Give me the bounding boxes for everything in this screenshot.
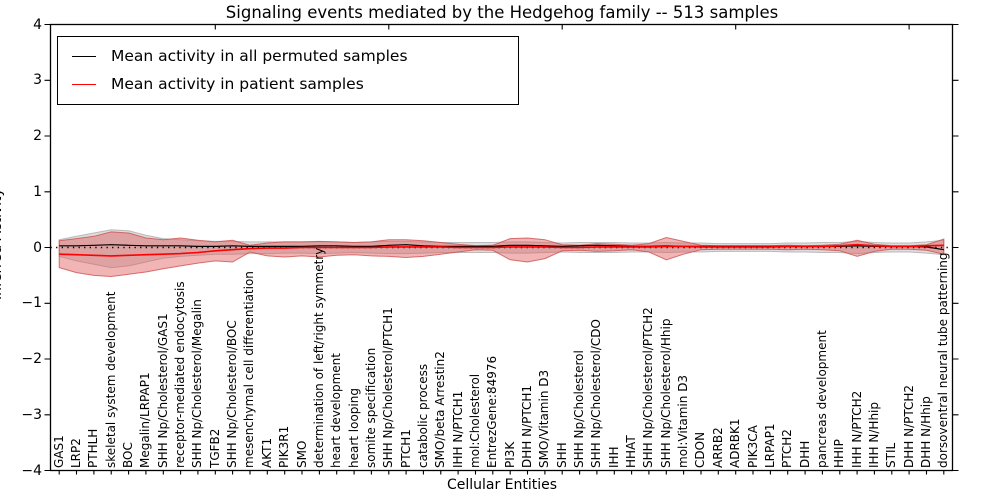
x-tick-label: IHH N/PTCH1 [450, 390, 465, 468]
x-tick-label: SMO/Vitamin D3 [537, 369, 552, 468]
x-tick-label: SHH Np/Cholesterol/Megalin [190, 298, 205, 468]
y-tick-label: 4 [33, 16, 42, 33]
y-tick-label: −3 [21, 406, 42, 423]
x-tick-label: SHH Np/Cholesterol [572, 349, 587, 468]
x-tick-label: SHH [554, 441, 569, 468]
patient-line-swatch [72, 83, 96, 85]
x-axis-label: Cellular Entities [446, 477, 558, 493]
x-tick-label: DHH N/PTCH1 [520, 384, 535, 468]
x-tick-label: SHH Np/Cholesterol/BOC [225, 319, 240, 468]
x-tick-label: PTCH1 [398, 428, 413, 468]
x-tick-label: pancreas development [814, 329, 829, 468]
chart-title: Signaling events mediated by the Hedgeho… [225, 3, 779, 22]
x-tick-label: SHH Np/Cholesterol/Hhip [658, 318, 673, 468]
x-tick-label: somite specification [363, 347, 378, 468]
x-tick-label: Megalin/LRPAP1 [138, 371, 153, 468]
x-tick-label: SMO/beta Arrestin2 [433, 350, 448, 468]
x-tick-label: determination of left/right symmetry [311, 247, 326, 468]
y-tick-label: −1 [21, 295, 42, 312]
x-tick-label: receptor-mediated endocytosis [173, 280, 188, 468]
axis-ticks [44, 23, 959, 475]
x-tick-label: GAS1 [51, 434, 66, 468]
legend-label-permuted: Mean activity in all permuted samples [111, 47, 408, 65]
x-tick-label: mol:Vitamin D3 [676, 374, 691, 468]
x-tick-label: IHH N/PTCH2 [849, 390, 864, 468]
x-tick-label: LRPAP1 [762, 422, 777, 468]
x-tick-label: PI3K [502, 441, 517, 468]
x-tick-label: SHH Np/Cholesterol/PTCH1 [381, 306, 396, 468]
y-tick-label: 0 [33, 239, 42, 256]
x-tick-label: SHH Np/Cholesterol/CDO [589, 318, 604, 468]
x-tick-label: heart development [329, 352, 344, 468]
x-tick-label: DHH N/Hhip [918, 395, 933, 468]
x-tick-label: BOC [121, 441, 136, 468]
y-tick-label: −2 [21, 351, 42, 367]
x-tick-label: PTHLH [86, 428, 101, 468]
y-tick-label: 3 [33, 72, 42, 89]
x-tick-label: mesenchymal cell differentiation [242, 270, 257, 468]
x-tick-label: CDON [693, 431, 708, 468]
x-tick-label: heart looping [346, 387, 361, 468]
x-tick-label: DHH [797, 440, 812, 468]
legend-item-patient: Mean activity in patient samples [58, 70, 518, 98]
x-tick-label: catabolic process [415, 363, 430, 468]
x-tick-label: SHH Np/Cholesterol/PTCH2 [641, 306, 656, 468]
x-tick-label: IHH N/Hhip [866, 401, 881, 468]
legend-item-permuted: Mean activity in all permuted samples [58, 42, 518, 70]
x-tick-label: skeletal system development [103, 291, 118, 468]
legend: Mean activity in all permuted samples Me… [57, 36, 519, 105]
x-tick-label: PTCH2 [780, 428, 795, 468]
patient-mean-line [59, 243, 944, 257]
x-tick-label: SHH Np/Cholesterol/GAS1 [155, 312, 170, 468]
x-tick-label: DHH N/PTCH2 [901, 384, 916, 468]
x-tick-label: HHIP [832, 438, 847, 468]
x-tick-label: ADRBK1 [728, 417, 743, 468]
y-tick-label: 1 [33, 183, 42, 200]
x-tick-label: SMO [294, 440, 309, 468]
x-tick-label: IHH [606, 445, 621, 468]
x-tick-label: HHAT [624, 434, 639, 468]
x-tick-label: mol:Cholesterol [467, 373, 482, 468]
x-tick-label: LRP2 [69, 437, 84, 468]
x-tick-label: ARRB2 [710, 426, 725, 468]
x-tick-label: PIK3R1 [277, 425, 292, 468]
y-tick-label: 2 [33, 128, 42, 144]
x-tick-label: EntrezGene:84976 [485, 355, 500, 468]
permuted-line-swatch [72, 55, 96, 57]
patient-sample-range-band [58, 231, 945, 278]
x-tick-label: AKT1 [259, 437, 274, 468]
legend-label-patient: Mean activity in patient samples [111, 75, 364, 93]
x-tick-label: dorsoventral neural tube patterning [936, 251, 951, 468]
x-tick-label: STIL [884, 442, 899, 468]
y-tick-label: −4 [21, 462, 42, 479]
x-tick-label: TGFB2 [207, 428, 222, 468]
x-tick-label: PIK3CA [745, 424, 760, 468]
